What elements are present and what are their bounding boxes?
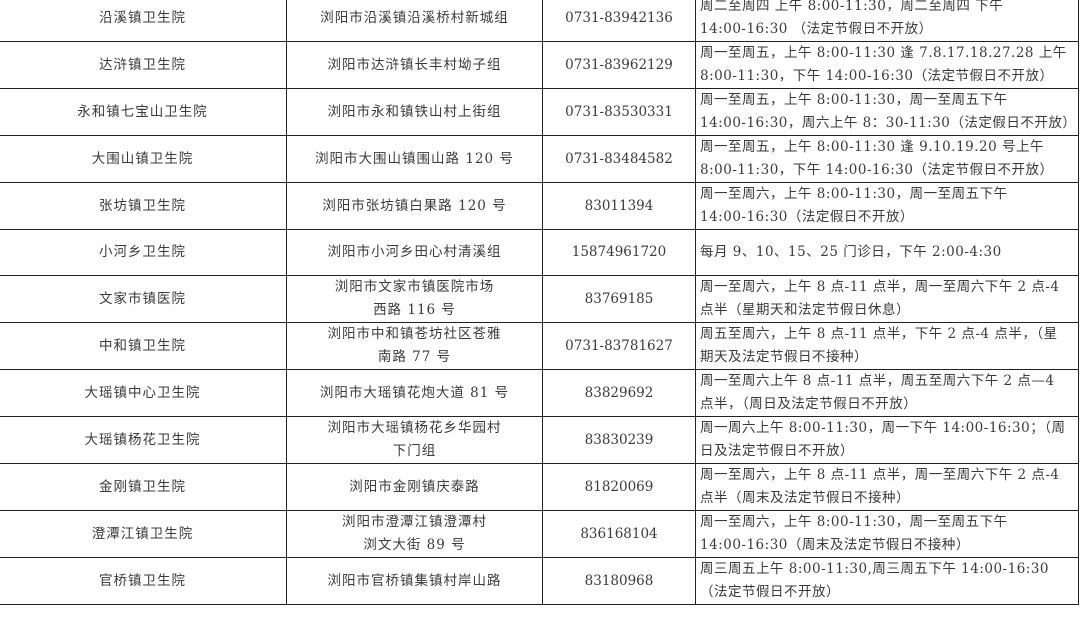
clinic-hours: 周一周六上午 8:00-11:30，周一下午 14:00-16:30；（周 日及… xyxy=(695,416,1079,464)
clinic-name: 小河乡卫生院 xyxy=(0,229,287,276)
clinic-phone: 0731-83484582 xyxy=(542,135,696,183)
clinic-name: 文家市镇医院 xyxy=(0,275,287,323)
clinic-name: 沿溪镇卫生院 xyxy=(0,0,287,42)
clinic-hours: 周一至周六上午 8 点-11 点半，周五至周六下午 2 点—4 点半，（周日及法… xyxy=(695,369,1079,417)
clinic-phone: 83011394 xyxy=(542,182,696,230)
clinic-hours: 周一至周六，上午 8:00-11:30，周一至周五下午 14:00-16:30（… xyxy=(695,182,1079,230)
clinic-phone: 83829692 xyxy=(542,369,696,417)
table-row: 澄潭江镇卫生院 浏阳市澄潭江镇澄潭村 浏文大街 89 号 836168104 周一至周… xyxy=(0,510,1079,558)
clinic-phone: 83180968 xyxy=(542,557,696,605)
clinic-name: 大围山镇卫生院 xyxy=(0,135,287,183)
clinic-phone: 0731-83962129 xyxy=(542,41,696,89)
clinic-hours: 周一至周五，上午 8:00-11:30 逢 7.8.17.18.27.28 上午… xyxy=(695,41,1079,89)
clinic-address: 浏阳市张坊镇白果路 120 号 xyxy=(286,182,543,230)
clinic-phone: 15874961720 xyxy=(542,229,696,276)
clinic-table: 沿溪镇卫生院 浏阳市沿溪镇沿溪桥村新城组 0731-83942136 周二至周四 上午… xyxy=(0,0,1079,605)
clinic-address: 浏阳市文家市镇医院市场 西路 116 号 xyxy=(286,275,543,323)
clinic-address: 浏阳市大瑶镇杨花乡华园村 下门组 xyxy=(286,416,543,464)
table-row: 沿溪镇卫生院 浏阳市沿溪镇沿溪桥村新城组 0731-83942136 周二至周四 上午… xyxy=(0,0,1079,42)
clinic-address: 浏阳市大瑶镇花炮大道 81 号 xyxy=(286,369,543,417)
clinic-hours: 周三周五上午 8:00-11:30,周三周五下午 14:00-16:30 （法定… xyxy=(695,557,1079,605)
clinic-phone: 0731-83781627 xyxy=(542,322,696,370)
clinic-name: 大瑶镇中心卫生院 xyxy=(0,369,287,417)
clinic-name: 金刚镇卫生院 xyxy=(0,463,287,511)
clinic-phone: 0731-83530331 xyxy=(542,88,696,136)
clinic-phone: 83769185 xyxy=(542,275,696,323)
clinic-name: 达浒镇卫生院 xyxy=(0,41,287,89)
table-row: 达浒镇卫生院 浏阳市达浒镇长丰村坳子组 0731-83962129 周一至周五，上午 … xyxy=(0,41,1079,89)
table-row: 张坊镇卫生院 浏阳市张坊镇白果路 120 号 83011394 周一至周六，上午 8:… xyxy=(0,182,1079,230)
clinic-address: 浏阳市沿溪镇沿溪桥村新城组 xyxy=(286,0,543,42)
clinic-address: 浏阳市小河乡田心村清溪组 xyxy=(286,229,543,276)
clinic-hours: 周二至周四 上午 8:00-11:30，周二至周四 下午 14:00-16:30… xyxy=(695,0,1079,42)
clinic-address: 浏阳市永和镇铁山村上街组 xyxy=(286,88,543,136)
table-row: 官桥镇卫生院 浏阳市官桥镇集镇村岸山路 83180968 周三周五上午 8:00-11… xyxy=(0,557,1079,605)
clinic-address: 浏阳市中和镇苍坊社区苍雅 南路 77 号 xyxy=(286,322,543,370)
clinic-phone: 81820069 xyxy=(542,463,696,511)
clinic-hours: 周一至周六，上午 8:00-11:30，周一至周五下午 14:00-16:30（… xyxy=(695,510,1079,558)
table-row: 文家市镇医院 浏阳市文家市镇医院市场 西路 116 号 83769185 周一至周六，… xyxy=(0,275,1079,323)
table-row: 小河乡卫生院 浏阳市小河乡田心村清溪组 15874961720 每月 9、10、15、… xyxy=(0,229,1079,276)
clinic-address: 浏阳市澄潭江镇澄潭村 浏文大街 89 号 xyxy=(286,510,543,558)
clinic-hours: 周五至周六，上午 8 点-11 点半，下午 2 点-4 点半，（星 期天及法定节… xyxy=(695,322,1079,370)
clinic-phone: 836168104 xyxy=(542,510,696,558)
clinic-phone: 83830239 xyxy=(542,416,696,464)
clinic-name: 官桥镇卫生院 xyxy=(0,557,287,605)
clinic-address: 浏阳市金刚镇庆泰路 xyxy=(286,463,543,511)
clinic-hours: 每月 9、10、15、25 门诊日，下午 2:00-4:30 xyxy=(695,229,1079,276)
clinic-hours: 周一至周五，上午 8:00-11:30，周一至周五下午 14:00-16:30，… xyxy=(695,88,1079,136)
clinic-hours: 周一至周六，上午 8 点-11 点半，周一至周六下午 2 点-4 点半（周末及法… xyxy=(695,463,1079,511)
table-row: 永和镇七宝山卫生院 浏阳市永和镇铁山村上街组 0731-83530331 周一至周五，… xyxy=(0,88,1079,136)
clinic-name: 澄潭江镇卫生院 xyxy=(0,510,287,558)
table-row: 大围山镇卫生院 浏阳市大围山镇围山路 120 号 0731-83484582 周一至周… xyxy=(0,135,1079,183)
clinic-hours: 周一至周五，上午 8:00-11:30 逢 9.10.19.20 号上午 8:0… xyxy=(695,135,1079,183)
clinic-name: 张坊镇卫生院 xyxy=(0,182,287,230)
table-row: 大瑶镇中心卫生院 浏阳市大瑶镇花炮大道 81 号 83829692 周一至周六上午 8… xyxy=(0,369,1079,417)
clinic-address: 浏阳市官桥镇集镇村岸山路 xyxy=(286,557,543,605)
clinic-name: 大瑶镇杨花卫生院 xyxy=(0,416,287,464)
clinic-address: 浏阳市达浒镇长丰村坳子组 xyxy=(286,41,543,89)
clinic-name: 永和镇七宝山卫生院 xyxy=(0,88,287,136)
table-row: 大瑶镇杨花卫生院 浏阳市大瑶镇杨花乡华园村 下门组 83830239 周一周六上午 8… xyxy=(0,416,1079,464)
clinic-name: 中和镇卫生院 xyxy=(0,322,287,370)
table-row: 金刚镇卫生院 浏阳市金刚镇庆泰路 81820069 周一至周六，上午 8 点-11 点… xyxy=(0,463,1079,511)
clinic-address: 浏阳市大围山镇围山路 120 号 xyxy=(286,135,543,183)
clinic-phone: 0731-83942136 xyxy=(542,0,696,42)
table-row: 中和镇卫生院 浏阳市中和镇苍坊社区苍雅 南路 77 号 0731-83781627 周… xyxy=(0,322,1079,370)
clinic-hours: 周一至周六，上午 8 点-11 点半，周一至周六下午 2 点-4 点半（星期天和… xyxy=(695,275,1079,323)
